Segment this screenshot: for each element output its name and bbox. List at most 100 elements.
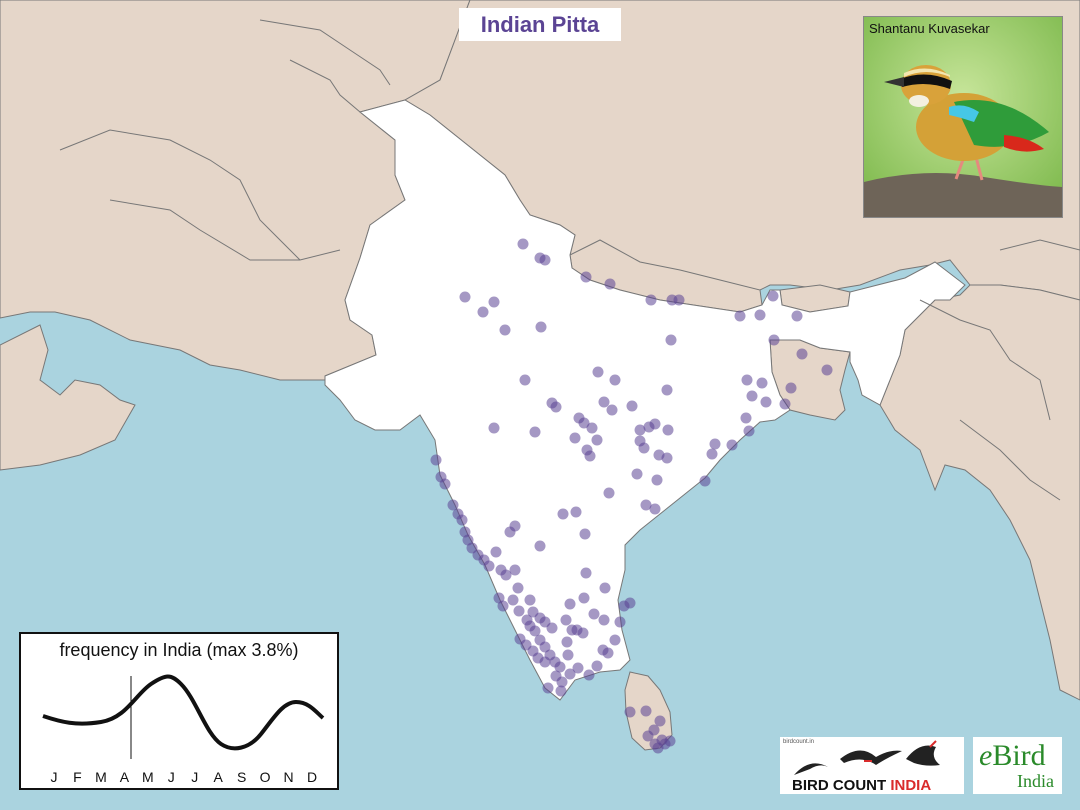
sighting-dot (626, 400, 638, 412)
sighting-dot (603, 487, 615, 499)
sighting-dot (734, 310, 746, 322)
land-arabia (0, 324, 136, 471)
sighting-dot (609, 634, 621, 646)
sighting-dot (519, 374, 531, 386)
sighting-dot (509, 564, 521, 576)
sighting-dot (743, 425, 755, 437)
ebird-india-logo: eBird India (973, 737, 1062, 794)
sighting-dot (592, 366, 604, 378)
frequency-curve (42, 674, 325, 751)
frequency-chart-title: frequency in India (max 3.8%) (59, 640, 299, 660)
sighting-dot (604, 278, 616, 290)
sighting-dot (599, 582, 611, 594)
sighting-dot (591, 660, 603, 672)
month-label: M (95, 769, 107, 785)
sighting-dot (638, 442, 650, 454)
sighting-dot (562, 649, 574, 661)
sighting-dot (513, 605, 525, 617)
sighting-dot (754, 309, 766, 321)
sighting-dot (768, 334, 780, 346)
sighting-dot (509, 520, 521, 532)
sighting-dot (602, 647, 614, 659)
frequency-curve-plot (42, 674, 325, 759)
sighting-dot (618, 600, 630, 612)
sighting-dot (741, 374, 753, 386)
sighting-dot (821, 364, 833, 376)
sighting-dot (535, 321, 547, 333)
sighting-dot (578, 417, 590, 429)
sighting-dot (645, 294, 657, 306)
sighting-dot (656, 734, 668, 746)
sighting-dot (709, 438, 721, 450)
month-label: F (73, 769, 82, 785)
sighting-dot (661, 384, 673, 396)
sighting-dot (447, 499, 459, 511)
sighting-dot (640, 499, 652, 511)
sighting-dot (665, 334, 677, 346)
sighting-dot (569, 432, 581, 444)
sighting-dot (649, 503, 661, 515)
bci-wordmark: BIRD COUNT INDIA (792, 777, 932, 794)
sighting-dot (488, 296, 500, 308)
sighting-dot (456, 514, 468, 526)
sighting-dot (649, 418, 661, 430)
photo-credit: Shantanu Kuvasekar (869, 21, 990, 36)
sighting-dot (439, 478, 451, 490)
month-label: J (50, 769, 58, 785)
sighting-dot (579, 528, 591, 540)
sighting-dot (767, 290, 779, 302)
sighting-dot (624, 706, 636, 718)
month-label: J (191, 769, 199, 785)
sighting-dot (542, 682, 554, 694)
month-label: A (119, 769, 130, 785)
month-label: N (283, 769, 294, 785)
sighting-dot (477, 306, 489, 318)
sighting-dot (534, 540, 546, 552)
ebird-wordmark: eBird (979, 739, 1046, 772)
sighting-dot (785, 382, 797, 394)
bird-count-india-logo: birdcount.in BIRD COUNT INDIA (780, 737, 964, 794)
sighting-dot (497, 600, 509, 612)
sighting-dot (557, 508, 569, 520)
sighting-dot (512, 582, 524, 594)
sighting-dot (673, 294, 685, 306)
sighting-dot (740, 412, 752, 424)
sighting-dot (580, 271, 592, 283)
sighting-dot (517, 238, 529, 250)
sighting-dot (760, 396, 772, 408)
sighting-dot (584, 450, 596, 462)
sighting-dot (654, 715, 666, 727)
sighting-dot (488, 422, 500, 434)
bird-photo: Shantanu Kuvasekar (863, 16, 1063, 218)
sighting-dot (598, 614, 610, 626)
sighting-dot (550, 401, 562, 413)
sighting-dot (634, 424, 646, 436)
sighting-dot (561, 636, 573, 648)
sighting-dot (651, 474, 663, 486)
sighting-dot (606, 404, 618, 416)
sighting-dot (664, 735, 676, 747)
sighting-dot (554, 661, 566, 673)
sighting-dot (499, 324, 511, 336)
flying-birds-icon (794, 740, 940, 775)
sighting-dot (539, 254, 551, 266)
month-label: A (213, 769, 223, 785)
sighting-dot (564, 598, 576, 610)
sighting-dot (640, 705, 652, 717)
sighting-dot (459, 291, 471, 303)
sighting-dot (529, 625, 541, 637)
sighting-dot (631, 468, 643, 480)
month-label: J (167, 769, 175, 785)
sighting-dot (609, 374, 621, 386)
sighting-dot (726, 439, 738, 451)
species-title: Indian Pitta (459, 8, 621, 41)
month-label: D (306, 769, 318, 785)
month-label: S (236, 769, 247, 785)
pitta-illustration (864, 17, 1062, 217)
sighting-dot (546, 622, 558, 634)
sighting-dot (577, 627, 589, 639)
sighting-dot (779, 398, 791, 410)
sighting-dot (500, 569, 512, 581)
